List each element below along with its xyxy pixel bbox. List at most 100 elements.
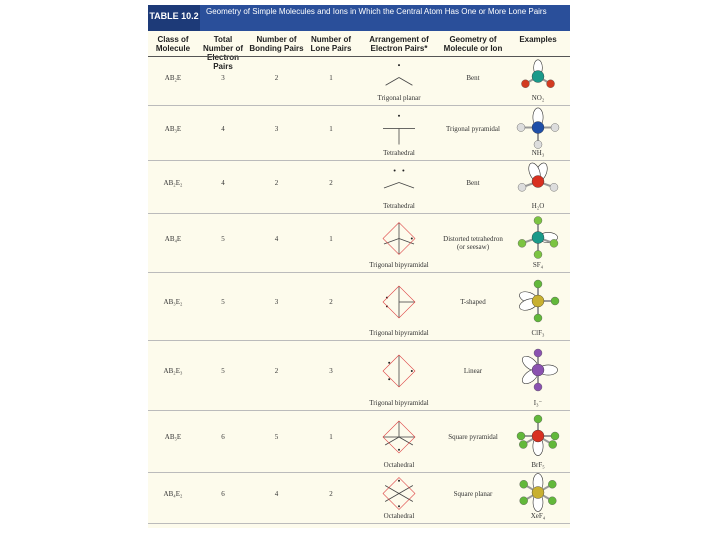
lone-pair-dot [398,505,400,508]
row-rule [148,340,570,341]
bond-sketch [384,436,400,446]
lone-pairs: 1 [329,73,333,82]
shape-outline [382,420,416,454]
example: H₂O [531,202,545,210]
ligand-atom [519,440,528,449]
lone-pair-dot [388,361,391,364]
example: NO₂ [531,94,545,102]
column-header: Number of Bonding Pairs [249,35,304,53]
ligand-atom [548,440,557,449]
bond-sketch [398,493,414,502]
ligand-atom [533,414,543,424]
central-atom [531,486,545,499]
lone-pair-dot [388,378,391,381]
class: AB₃E [164,124,182,133]
class: AB₂E [164,73,182,82]
arrangement: Trigonal planar [377,94,421,102]
lone-pairs: 1 [329,124,333,133]
central-atom [531,363,545,377]
example: XeF₄ [530,512,546,520]
lone-pair-dot [398,479,400,482]
ligand-atom [533,348,543,358]
arrangement: Trigonal bipyramidal [369,329,429,337]
central-atom [531,294,545,308]
ligand-atom [550,123,560,132]
bonding-pairs: 2 [274,73,279,82]
total-pairs: 6 [221,433,225,441]
total-pairs: 4 [221,124,225,133]
ligand-atom [533,279,543,289]
lone-pairs: 2 [329,178,333,187]
ligand-atom [548,496,557,505]
lone-pair-dot [398,448,400,451]
table-sheet: TABLE 10.2 Geometry of Simple Molecules … [148,5,570,528]
row-rule [148,410,570,411]
example: SF₄ [532,261,544,269]
ligand-atom [549,239,559,248]
geometry: Square planar [453,489,493,498]
ligand-atom [550,296,560,306]
total-pairs: 4 [221,178,225,187]
table-title: Geometry of Simple Molecules and Ions in… [206,7,547,16]
row-rule [148,213,570,214]
arrangement: Tetrahedral [383,202,415,210]
ligand-atom [516,431,526,441]
column-header: Number of Lone Pairs [310,35,352,53]
arrangement: Tetrahedral [383,149,415,157]
central-atom [531,231,545,244]
class: AB₃E₂ [163,298,183,306]
bond-sketch [398,485,414,494]
bonding-pairs: 2 [274,367,279,375]
ligand-atom [533,250,543,259]
ligand-atom [550,431,560,441]
bond-sketch [383,182,400,189]
example: ClF₃ [531,329,545,337]
bonding-pairs: 4 [274,489,279,498]
bond-sketch [385,77,400,86]
column-header: Arrangement of Electron Pairs* [369,35,429,53]
geometry: Trigonal pyramidal [446,124,500,133]
row-rule [148,472,570,473]
class: AB₂E₃ [163,367,183,375]
column-header: Examples [519,35,557,44]
ligand-atom [517,183,527,192]
bond-sketch [398,238,415,245]
row-rule [148,523,570,524]
central-atom [531,121,545,134]
central-atom [531,70,545,83]
ligand-atom [548,480,557,489]
row-rule [148,160,570,161]
lone-pairs: 2 [329,489,333,498]
bonding-pairs: 4 [274,234,279,243]
arrangement: Octahedral [383,461,415,469]
lone-pairs: 1 [329,234,333,243]
central-atom [531,429,545,443]
geometry: Linear [463,367,483,375]
ligand-atom [533,216,543,225]
lone-pair-dot [393,169,396,172]
ligand-atom [516,123,526,132]
ligand-atom [546,79,555,88]
column-header: Geometry of Molecule or Ion [443,35,503,53]
total-pairs: 3 [221,73,225,82]
lone-pairs: 2 [329,298,333,306]
column-header: Class of Molecule [155,35,191,53]
total-pairs: 5 [221,234,225,243]
table-label: TABLE 10.2 [148,5,200,31]
example: BrF₅ [531,461,545,469]
bond-sketch [398,77,413,86]
lone-pair-dot [410,237,413,240]
geometry: T-shaped [460,298,486,306]
shape-outline [382,354,416,388]
shape-outline [382,477,416,510]
illustrations [382,59,560,512]
geometry: Bent [466,178,480,187]
arrangement: Trigonal bipyramidal [369,261,429,269]
bond-sketch [398,182,415,189]
ligand-atom [519,496,528,505]
geometry: Square pyramidal [448,433,498,441]
bond-sketch [383,238,400,245]
row-rule [148,105,570,106]
ligand-atom [533,382,543,392]
